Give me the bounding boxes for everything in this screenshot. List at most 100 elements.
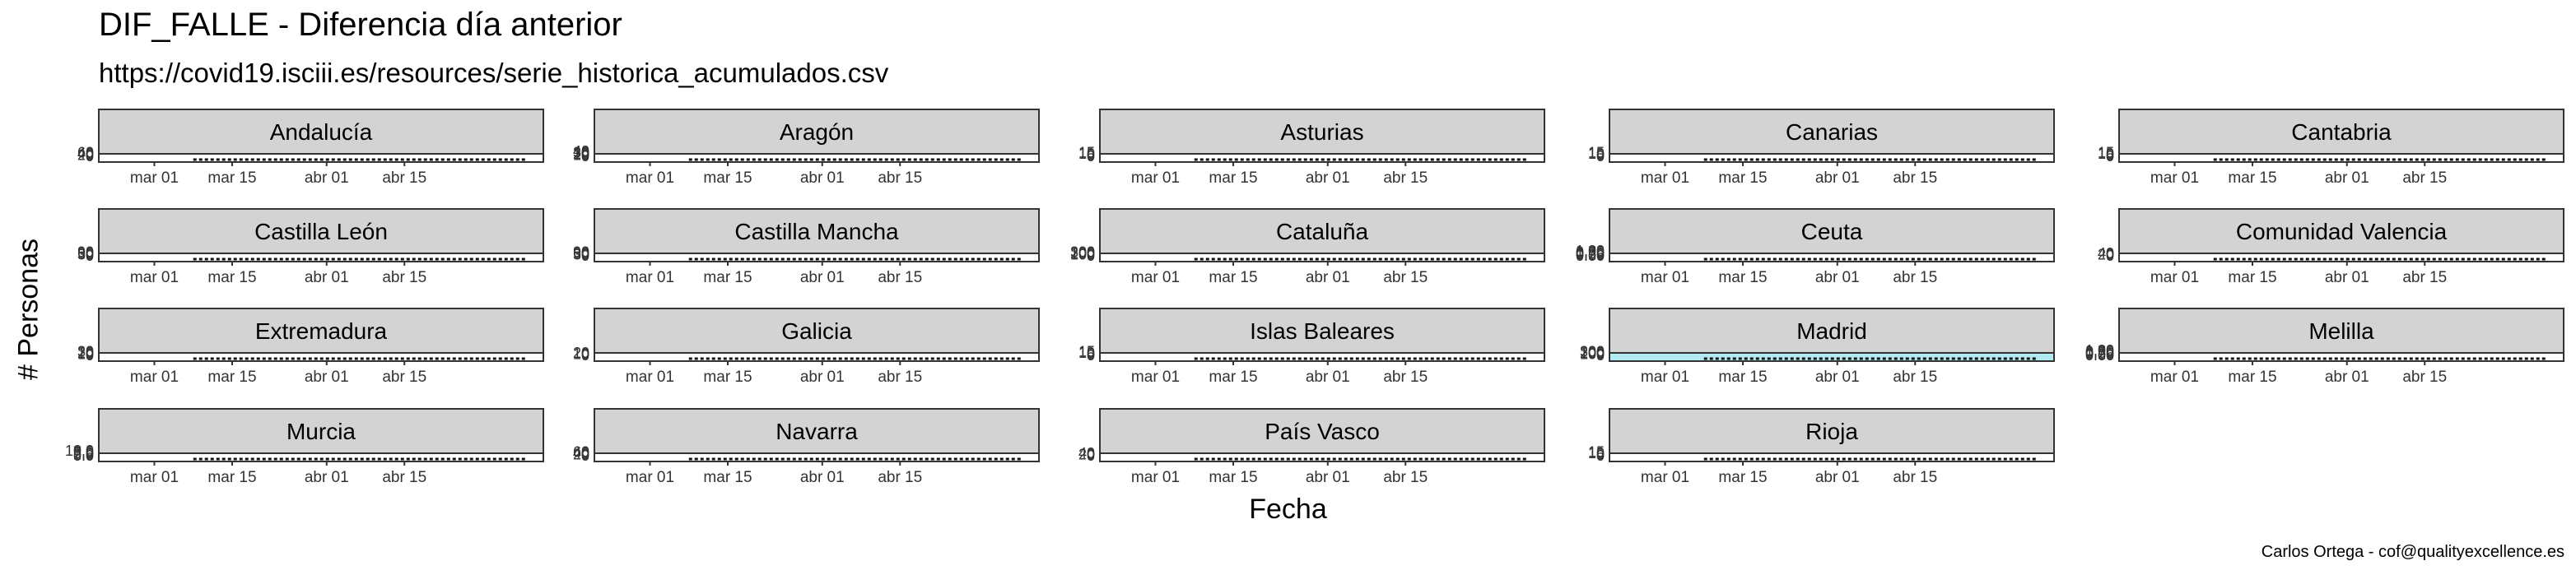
x-tick-label-comunidad-valencia: mar 15 [2228, 269, 2276, 286]
x-tick-label-islas-baleares: abr 01 [1306, 369, 1350, 386]
x-tick-label-cantabria: mar 01 [2150, 169, 2199, 187]
strip-pais-vasco [1099, 408, 1545, 454]
x-tick-label-pais-vasco: mar 01 [1131, 469, 1180, 486]
strip-label-murcia: Murcia [286, 419, 356, 444]
y-tick-label-comunidad-valencia: 0 [2106, 248, 2114, 264]
chart-subtitle: https://covid19.isciii.es/resources/seri… [99, 58, 889, 88]
y-tick-label-cataluna: 0 [1087, 248, 1095, 264]
x-tick-label-castilla-leon: mar 15 [207, 269, 256, 286]
x-tick-label-galicia: mar 01 [626, 369, 674, 386]
y-tick-label-canarias: 0 [1596, 148, 1605, 165]
chart-caption: Carlos Ortega - cof@qualityexcellence.es [2261, 543, 2564, 561]
y-tick-label-aragon: 40 [573, 143, 589, 160]
x-tick-label-pais-vasco: mar 15 [1209, 469, 1257, 486]
y-tick-label-navarra: 0 [581, 447, 589, 464]
y-tick-label-asturias: 0 [1087, 148, 1095, 165]
x-tick-label-castilla-mancha: mar 15 [703, 269, 752, 286]
y-tick-label-galicia: 10 [573, 346, 589, 363]
chart-title: DIF_FALLE - Diferencia día anterior [99, 7, 622, 43]
y-tick-label-castilla-mancha: 90 [573, 244, 589, 261]
x-tick-label-melilla: abr 15 [2402, 369, 2447, 386]
x-tick-label-castilla-mancha: abr 15 [878, 269, 922, 286]
x-tick-label-navarra: mar 15 [703, 469, 752, 486]
y-tick-label-ceuta: 0.00 [1576, 248, 1605, 264]
x-tick-label-cantabria: abr 01 [2325, 169, 2369, 187]
plot-area-navarra [594, 452, 1040, 462]
y-tick-label-ceuta: 0.50 [1576, 245, 1605, 262]
x-tick-label-rioja: abr 15 [1893, 469, 1937, 486]
x-tick-label-extremadura: abr 15 [382, 369, 426, 386]
y-tick-label-aragon: 20 [573, 146, 589, 162]
y-tick-label-cataluna: 100 [1070, 247, 1095, 263]
x-tick-label-aragon: abr 01 [800, 169, 845, 187]
strip-castilla-leon [98, 208, 544, 254]
y-tick-label-andalucia: 60 [77, 145, 94, 161]
x-tick-label-aragon: mar 15 [703, 169, 752, 187]
strip-label-melilla: Melilla [2308, 318, 2374, 344]
y-tick-label-murcia: 5.0 [73, 445, 94, 461]
x-tick-label-islas-baleares: mar 15 [1209, 369, 1257, 386]
y-tick-label-castilla-leon: 30 [77, 247, 94, 263]
y-tick-label-cantabria: 10 [2098, 146, 2114, 162]
plot-area-cataluna [1099, 253, 1545, 262]
x-tick-label-melilla: mar 01 [2150, 369, 2199, 386]
strip-canarias [1609, 109, 2055, 155]
y-tick-label-pais-vasco: 40 [1078, 445, 1095, 461]
y-tick-label-extremadura: 0 [86, 347, 94, 364]
x-tick-label-castilla-leon: abr 01 [305, 269, 349, 286]
strip-castilla-mancha [594, 208, 1040, 254]
x-tick-label-cantabria: abr 15 [2402, 169, 2447, 187]
x-tick-label-asturias: mar 15 [1209, 169, 1257, 187]
y-tick-label-castilla-mancha: 0 [581, 248, 589, 264]
strip-murcia [98, 408, 544, 454]
plot-area-ceuta [1609, 253, 2055, 262]
y-tick-label-canarias: 10 [1588, 146, 1605, 162]
y-tick-label-madrid: 0 [1596, 347, 1605, 364]
x-tick-label-ceuta: abr 15 [1893, 269, 1937, 286]
y-tick-label-melilla: 0.75 [2085, 344, 2114, 360]
strip-label-comunidad-valencia: Comunidad Valencia [2236, 219, 2448, 244]
y-tick-label-extremadura: 20 [77, 345, 94, 361]
x-tick-label-pais-vasco: abr 15 [1383, 469, 1428, 486]
x-tick-label-aragon: abr 15 [878, 169, 922, 187]
y-tick-label-murcia: 10.0 [65, 443, 94, 459]
y-tick-label-ceuta: 1.00 [1576, 243, 1605, 259]
x-tick-label-cataluna: mar 01 [1131, 269, 1180, 286]
y-tick-label-andalucia: 20 [77, 147, 94, 164]
y-tick-label-navarra: 60 [573, 444, 589, 461]
y-tick-label-navarra: 40 [573, 445, 589, 461]
x-tick-label-cataluna: mar 15 [1209, 269, 1257, 286]
plot-area-extremadura [98, 352, 544, 362]
y-tick-label-aragon: 0 [581, 148, 589, 165]
strip-andalucia [98, 109, 544, 155]
y-tick-label-islas-baleares: 5 [1087, 346, 1095, 363]
strip-label-castilla-leon: Castilla León [254, 219, 388, 244]
x-tick-label-canarias: mar 01 [1641, 169, 1689, 187]
plot-area-pais-vasco [1099, 452, 1545, 462]
strip-label-navarra: Navarra [776, 419, 858, 444]
y-tick-label-melilla: 0.25 [2085, 346, 2114, 363]
x-tick-label-castilla-leon: abr 15 [382, 269, 426, 286]
x-tick-label-andalucia: mar 01 [130, 169, 179, 187]
strip-label-extremadura: Extremadura [255, 318, 388, 344]
x-tick-label-rioja: mar 15 [1718, 469, 1767, 486]
strip-cantabria [2118, 109, 2564, 155]
x-tick-label-rioja: abr 01 [1815, 469, 1860, 486]
y-tick-label-castilla-leon: 60 [77, 245, 94, 262]
y-tick-label-cantabria: 5 [2106, 147, 2114, 164]
x-tick-label-andalucia: abr 15 [382, 169, 426, 187]
y-tick-label-asturias: 10 [1078, 146, 1095, 162]
strip-cataluna [1099, 208, 1545, 254]
y-tick-label-navarra: 20 [573, 447, 589, 463]
y-tick-label-islas-baleares: 15 [1078, 344, 1095, 360]
x-tick-label-asturias: mar 01 [1131, 169, 1180, 187]
strip-label-canarias: Canarias [1786, 119, 1878, 145]
y-tick-label-aragon: 30 [573, 145, 589, 161]
